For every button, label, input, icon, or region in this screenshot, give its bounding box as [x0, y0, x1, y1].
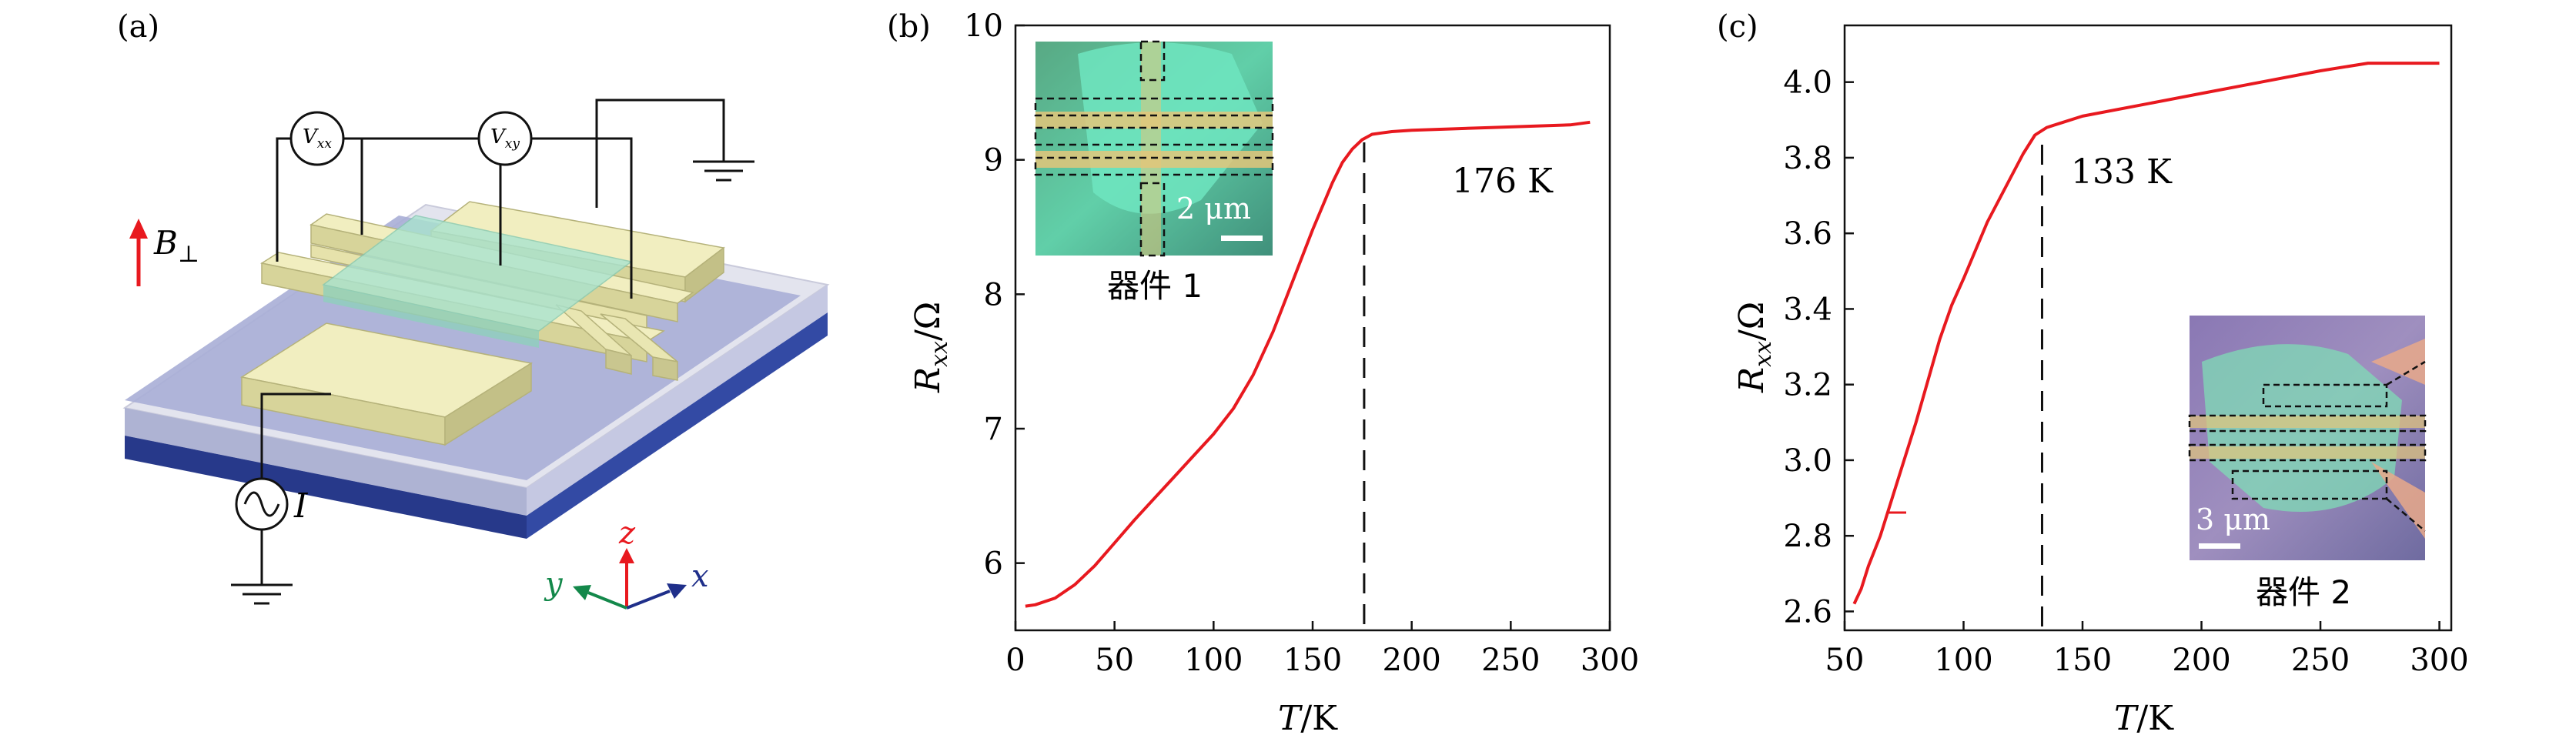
y-axis-label-c: Rxx/Ω	[1732, 302, 1777, 393]
field-arrow: B⊥	[129, 219, 199, 286]
y-tick-label: 2.6	[1783, 594, 1832, 630]
source-label: I	[293, 486, 309, 526]
inset-scale-b: 2 μm	[1176, 192, 1251, 226]
y-tick-label: 10	[964, 8, 1003, 44]
y-tick-label: 3.0	[1783, 443, 1832, 479]
panel-a: (a)	[117, 9, 830, 610]
svg-text:z: z	[618, 516, 636, 551]
voltmeter-xy: Vxy	[477, 111, 533, 166]
inset-caption-c: 器件 2	[2256, 573, 2351, 611]
wiring	[231, 99, 754, 605]
x-axis-label-b: T/K	[1278, 699, 1338, 738]
x-axis-label-c: T/K	[2114, 699, 2174, 738]
panel-c: (c) 50 100 150 200 250 300 2.6 2.8 3.0 3.2 3.4 3.6 3…	[1717, 9, 2469, 738]
panel-a-label: (a)	[117, 9, 159, 45]
svg-text:Vxy: Vxy	[490, 125, 520, 152]
coordinate-axes: z x y	[544, 516, 709, 610]
y-tick-label: 3.6	[1783, 216, 1832, 252]
svg-text:x: x	[691, 559, 709, 594]
svg-text:B⊥: B⊥	[153, 224, 199, 268]
svg-text:y: y	[544, 566, 564, 602]
y-tick-label: 8	[984, 277, 1003, 312]
x-tick-label: 150	[1283, 643, 1342, 678]
inset-image-b: 2 μm	[1034, 40, 1274, 257]
y-tick-label: 3.8	[1783, 141, 1832, 176]
inset-scale-c: 3 μm	[2196, 503, 2270, 536]
scale-bar-c	[2199, 543, 2240, 549]
y-tick-label: 2.8	[1783, 519, 1832, 554]
x-tick-label: 50	[1095, 643, 1134, 678]
x-tick-label: 150	[2053, 643, 2112, 678]
x-tick-label: 300	[1581, 643, 1639, 678]
x-tick-label: 50	[1825, 643, 1865, 678]
svg-text:Vxx: Vxx	[303, 125, 332, 152]
y-tick-label: 4.0	[1783, 65, 1832, 101]
series-line-b	[1025, 120, 1591, 608]
y-tick-label: 6	[984, 546, 1003, 582]
scale-bar-b	[1221, 236, 1263, 241]
y-tick-label: 3.2	[1783, 368, 1832, 403]
ac-source: I	[235, 477, 309, 531]
panel-b-label: (b)	[887, 9, 931, 45]
annotation-b: 176 K	[1452, 162, 1554, 201]
x-tick-label: 250	[2291, 643, 2350, 678]
series-line-c	[1852, 62, 2440, 605]
voltmeter-xx: Vxx	[289, 111, 345, 166]
panel-b: (b) 0 50 100 150 200 250 300 6 7 8 9 10 176 K T/K R…	[887, 8, 1639, 738]
y-tick-label: 7	[984, 412, 1003, 447]
x-tick-label: 100	[1934, 643, 1992, 678]
inset-image-c: 3 μm	[2188, 316, 2427, 560]
y-tick-label: 9	[984, 143, 1003, 179]
axis-ticks-c: 50 100 150 200 250 300 2.6 2.8 3.0 3.2 3.4 3.6 3.8 4.…	[1783, 65, 2468, 678]
panel-c-label: (c)	[1717, 9, 1758, 45]
plot-frame-c	[1843, 24, 2453, 632]
x-tick-label: 200	[1382, 643, 1440, 678]
axis-ticks-b: 0 50 100 150 200 250 300 6 7 8 9 10	[964, 8, 1639, 678]
x-tick-label: 250	[1481, 643, 1540, 678]
x-tick-label: 0	[1005, 643, 1025, 678]
y-tick-label: 3.4	[1783, 292, 1832, 327]
y-axis-label-b: Rxx/Ω	[908, 302, 953, 393]
annotation-c: 133 K	[2071, 152, 2173, 192]
inset-caption-b: 器件 1	[1107, 267, 1203, 305]
x-tick-label: 300	[2410, 643, 2468, 678]
x-tick-label: 100	[1184, 643, 1243, 678]
x-tick-label: 200	[2172, 643, 2230, 678]
